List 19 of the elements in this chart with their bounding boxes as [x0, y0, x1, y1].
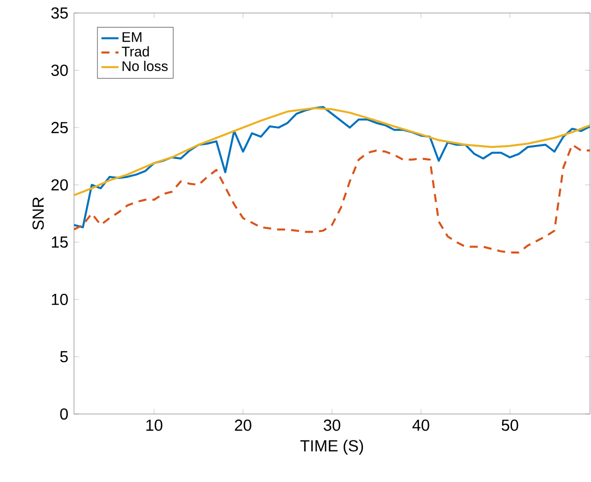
y-tick-label: 35	[51, 7, 68, 19]
x-tick-label: 40	[412, 420, 430, 431]
x-tick-label: 50	[502, 420, 518, 431]
y-tick-label: 30	[51, 64, 68, 76]
legend-label: No loss	[122, 60, 168, 72]
y-tick-label: 25	[51, 122, 68, 134]
y-tick-label: 15	[52, 236, 68, 248]
line-series	[74, 107, 590, 196]
x-axis-title: TIME (S)	[300, 440, 363, 455]
y-axis-title: SNR	[32, 197, 44, 230]
x-tick-label: 20	[234, 420, 252, 431]
legend-label: EM	[122, 32, 142, 42]
y-tick-label: 10	[52, 294, 68, 306]
y-tick-label: 20	[51, 179, 68, 191]
y-tick-label: 5	[60, 351, 68, 362]
x-tick-label: 10	[146, 420, 162, 431]
legend-label: Trad	[122, 46, 149, 57]
x-tick-label: 30	[324, 420, 340, 431]
y-tick-label: 0	[60, 408, 68, 420]
